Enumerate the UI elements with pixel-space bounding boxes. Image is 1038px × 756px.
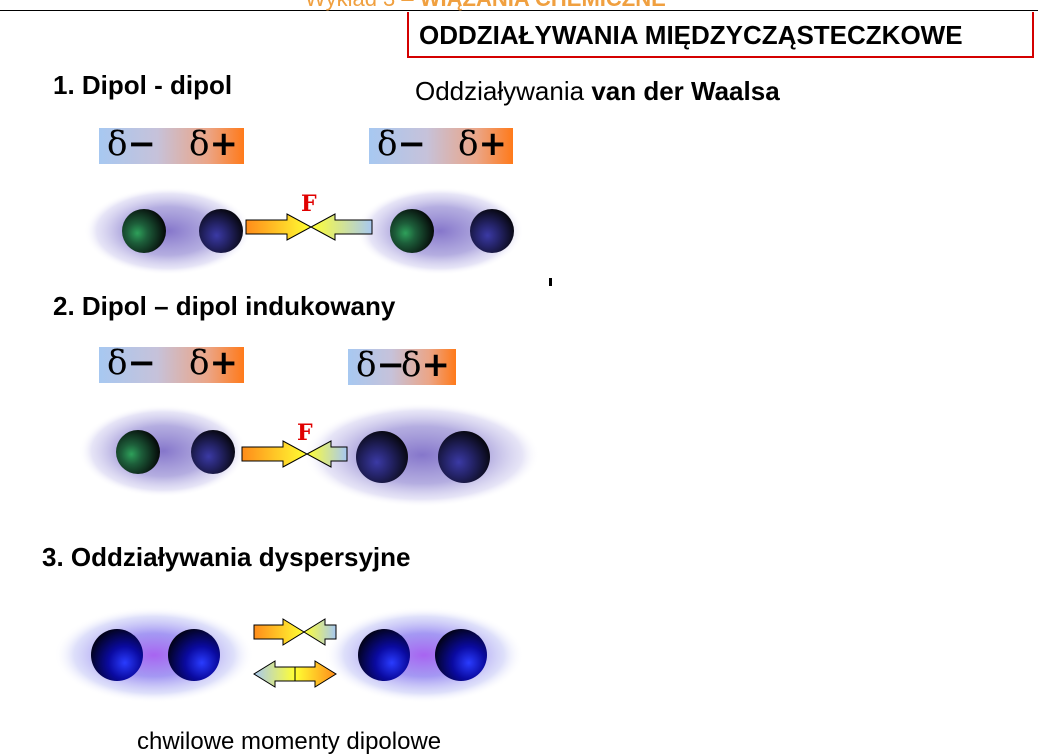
atom-1b-negative [390,209,434,253]
arrow-right-icon [241,440,309,468]
electron-cloud-1a [84,187,252,275]
force-arrows-2 [241,440,348,468]
subtitle-prefix: Oddziaływania [415,76,592,106]
delta-symbol: δ [107,343,128,383]
delta-symbol: δ [458,124,479,164]
delta-symbol: δ [189,124,210,164]
arrow-left-icon [309,213,373,241]
delta-symbol: δ [401,345,422,385]
atom-3a-left [91,629,143,681]
atom-2a-negative [116,430,160,474]
arrow-right-icon [245,213,313,241]
lecture-number: Wykład 3 [305,0,395,11]
electron-cloud-2b [304,403,540,507]
section-3-heading: 3. Oddziaływania dyspersyjne [42,542,411,572]
partial-negative-label: δ− [107,126,156,162]
section-1-heading: 1. Dipol - dipol [53,70,233,100]
atom-1a-negative [122,209,166,253]
delta-symbol: δ [356,345,377,385]
dispersion-arrows-top [253,618,337,646]
atom-2b-right [438,431,490,483]
partial-positive-label: δ+ [458,126,507,162]
plus-sign: + [421,345,451,385]
slide-title: ODDZIAŁYWANIA MIĘDZYCZĄSTECZKOWE [419,20,963,50]
partial-positive-label: δ+ [189,126,238,162]
delta-symbol: δ [377,124,398,164]
partial-positive-label: δ+ [189,345,238,381]
minus-sign: − [127,124,156,164]
dispersion-arrows-bottom [253,660,337,688]
partial-negative-label: δ− [356,347,405,383]
header-rule [0,10,1038,11]
arrow-right-icon [253,618,305,646]
electron-cloud-2a [79,405,247,497]
minus-sign: − [397,124,426,164]
minus-sign: − [376,345,405,385]
atom-2b-left [356,431,408,483]
arrow-left-icon [305,440,348,468]
arrow-left-icon [303,618,337,646]
plus-sign: + [478,124,508,164]
partial-positive-label: δ+ [401,347,450,383]
lecture-header: Wykład 3 – WIĄZANIA CHEMICZNE [305,0,666,12]
force-label: F [301,191,317,217]
atom-1a-positive [199,209,243,253]
partial-negative-label: δ− [107,345,156,381]
atom-3a-right [168,629,220,681]
delta-symbol: δ [189,343,210,383]
stray-mark [549,278,552,286]
caption: chwilowe momenty dipolowe [137,728,442,755]
electron-cloud-3b [324,607,524,703]
dipole-bar-2a: δ− δ+ [99,345,244,383]
atom-1b-positive [470,209,514,253]
section-2-heading: 2. Dipol – dipol indukowany [53,291,396,321]
header-dash: – [395,0,419,11]
atom-3b-left [358,629,410,681]
plus-sign: + [209,124,239,164]
lecture-topic: WIĄZANIA CHEMICZNE [420,0,666,11]
delta-symbol: δ [107,124,128,164]
dipole-bar-2b-induced: δ− δ+ [348,347,456,385]
force-arrows-1 [245,213,373,241]
dipole-bar-1a: δ− δ+ [99,126,244,164]
electron-cloud-1b [356,187,524,275]
atom-3b-right [435,629,487,681]
partial-negative-label: δ− [377,126,426,162]
plus-sign: + [209,343,239,383]
slide-subtitle: Oddziaływania van der Waalsa [415,76,780,107]
dipole-bar-1b: δ− δ+ [369,126,513,164]
atom-2a-positive [191,430,235,474]
minus-sign: − [127,343,156,383]
force-label: F [297,420,313,446]
electron-cloud-3a [54,607,254,703]
arrow-left-icon [294,660,337,688]
arrow-right-icon [253,660,296,688]
subtitle-emphasis: van der Waalsa [591,76,780,106]
slide-title-box: ODDZIAŁYWANIA MIĘDZYCZĄSTECZKOWE [407,12,1034,58]
